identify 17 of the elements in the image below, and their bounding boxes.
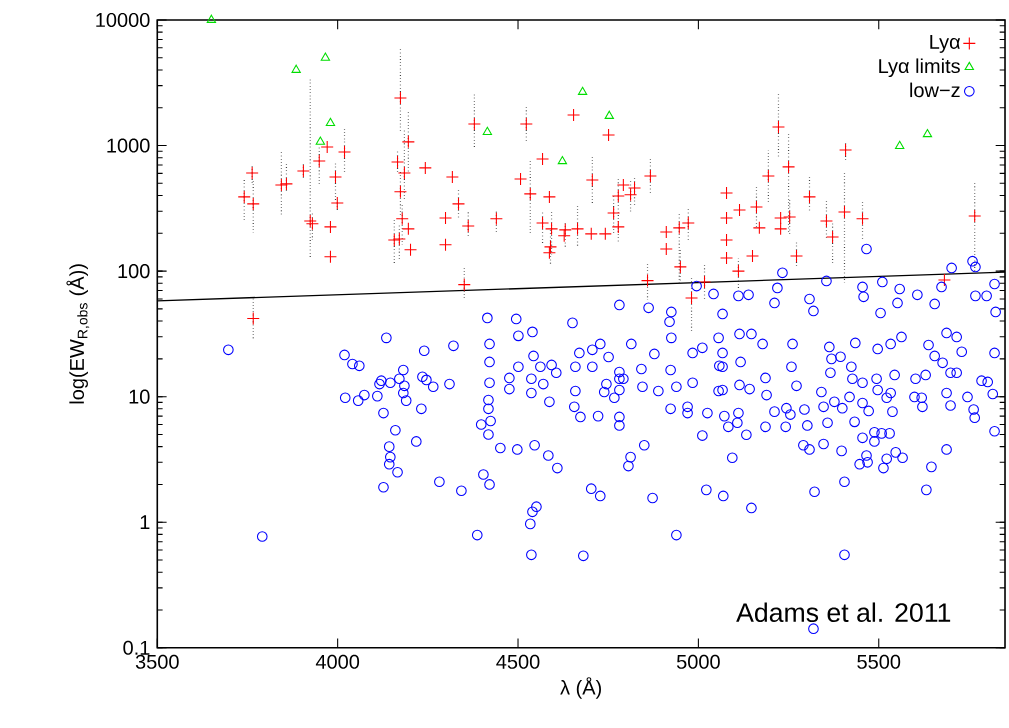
y-tick-label: 10000	[96, 13, 150, 28]
legend-label: low−z	[910, 82, 960, 98]
y-tick-label: 100	[118, 264, 150, 279]
x-tick-label: 4500	[496, 654, 540, 669]
y-axis-title: log(EW$_{R,obs}$ (Å))	[66, 264, 90, 404]
x-tick-label: 5500	[857, 654, 901, 669]
x-tick-label: 5000	[676, 654, 720, 669]
y-tick-label: 1	[140, 515, 150, 530]
annotation: Adams et al. 2011	[736, 602, 951, 623]
legend-label: Lyα	[930, 35, 961, 54]
x-tick-label: 4000	[315, 654, 360, 669]
y-tick-label: 1000	[107, 138, 150, 153]
x-axis-title: λ (Å)	[560, 677, 601, 699]
y-tick-label: 0.1	[123, 640, 150, 655]
y-tick-label: 10	[129, 389, 150, 404]
legend-label: Lyα limits	[879, 58, 960, 78]
x-tick-label: 3500	[135, 654, 179, 669]
